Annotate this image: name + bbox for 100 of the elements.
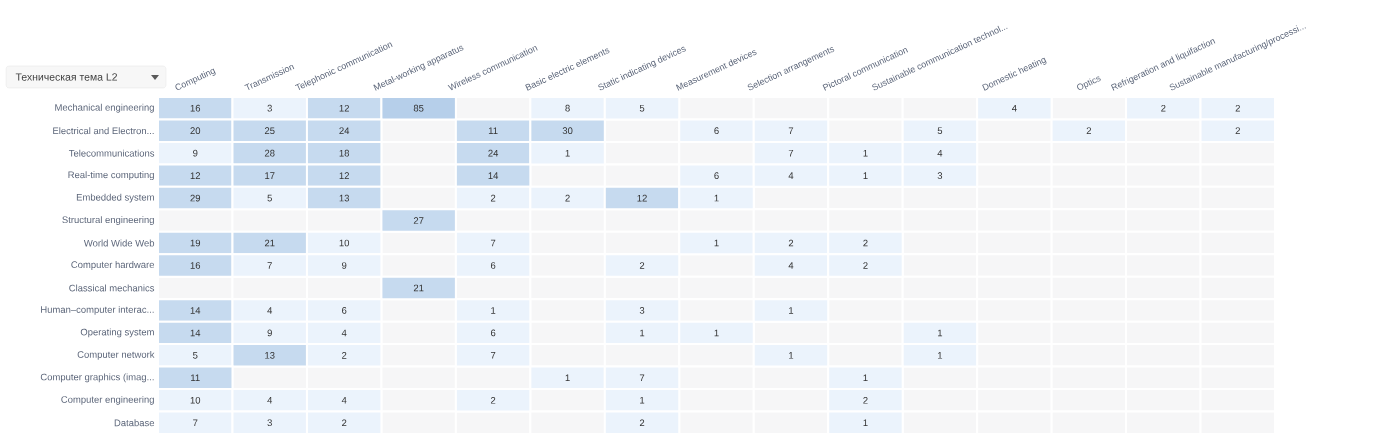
data-label: 1 bbox=[640, 329, 645, 337]
data-label: 9 bbox=[341, 262, 347, 269]
data-label: 1 bbox=[863, 149, 868, 157]
data-label: 3 bbox=[267, 104, 272, 112]
data-label: 1 bbox=[565, 149, 570, 157]
data-label: 28 bbox=[264, 149, 275, 157]
data-label: 1 bbox=[863, 374, 868, 382]
data-label: 2 bbox=[490, 396, 496, 404]
data-label: 29 bbox=[190, 194, 201, 202]
data-label: 1 bbox=[863, 172, 868, 179]
data-label: 7 bbox=[788, 149, 794, 157]
data-label: 21 bbox=[413, 284, 424, 292]
data-label: 4 bbox=[937, 149, 943, 157]
y-tick-label: Telecommunications bbox=[68, 149, 155, 157]
x-tick-label: Optics bbox=[1077, 76, 1101, 90]
data-label: 6 bbox=[490, 329, 496, 337]
y-tick-label: Human–computer interac... bbox=[41, 306, 154, 315]
y-tick-label: World Wide Web bbox=[83, 239, 155, 247]
data-label: 85 bbox=[413, 104, 424, 112]
data-label: 27 bbox=[413, 217, 424, 224]
data-label: 10 bbox=[339, 239, 350, 247]
data-label: 21 bbox=[264, 239, 275, 247]
data-label: 1 bbox=[640, 397, 645, 404]
data-label: 2 bbox=[863, 262, 868, 269]
y-tick-label: Computer graphics (imag... bbox=[40, 373, 154, 383]
data-label: 5 bbox=[639, 104, 645, 112]
data-label: 2 bbox=[1235, 127, 1240, 134]
data-label: 6 bbox=[714, 172, 719, 179]
data-label: 1 bbox=[714, 239, 719, 247]
data-label: 14 bbox=[488, 172, 499, 179]
data-label: 7 bbox=[490, 239, 496, 247]
y-tick-label: Real-time computing bbox=[68, 171, 154, 181]
data-label: 16 bbox=[190, 104, 201, 112]
data-label: 12 bbox=[190, 172, 201, 179]
data-label: 7 bbox=[267, 262, 272, 269]
data-label: 4 bbox=[788, 262, 794, 269]
data-label: 7 bbox=[788, 127, 794, 134]
data-label: 11 bbox=[488, 127, 498, 134]
data-label: 1 bbox=[938, 329, 943, 337]
data-label: 2 bbox=[639, 262, 645, 269]
data-label: 7 bbox=[639, 374, 645, 382]
data-label: 4 bbox=[1011, 104, 1017, 112]
data-label: 5 bbox=[937, 127, 943, 134]
y-tick-label: Classical mechanics bbox=[69, 284, 155, 292]
data-label: 4 bbox=[267, 307, 273, 314]
data-label: 2 bbox=[863, 239, 868, 247]
data-label: 7 bbox=[193, 419, 198, 427]
data-label: 2 bbox=[1161, 104, 1166, 112]
data-label: 1 bbox=[565, 374, 570, 382]
data-label: 4 bbox=[341, 397, 347, 404]
y-tick-label: Computer hardware bbox=[71, 261, 155, 270]
y-tick-label: Mechanical engineering bbox=[55, 103, 154, 113]
data-label: 1 bbox=[938, 352, 943, 359]
data-label: 12 bbox=[339, 104, 349, 112]
data-label: 3 bbox=[639, 307, 645, 314]
data-label: 4 bbox=[267, 397, 273, 404]
data-label: 11 bbox=[191, 374, 200, 382]
y-tick-label: Computer engineering bbox=[61, 395, 154, 405]
data-label: 12 bbox=[339, 172, 349, 179]
data-label: 1 bbox=[789, 307, 794, 314]
data-label: 6 bbox=[490, 262, 496, 269]
data-label: 5 bbox=[192, 352, 198, 359]
data-label: 3 bbox=[937, 172, 943, 179]
data-label: 18 bbox=[339, 149, 350, 157]
y-tick-label: Database bbox=[114, 419, 155, 427]
data-label: 5 bbox=[267, 194, 272, 202]
data-label: 13 bbox=[265, 352, 275, 359]
data-label: 2 bbox=[1235, 104, 1240, 112]
data-label: 19 bbox=[190, 239, 201, 247]
data-label: 1 bbox=[714, 329, 719, 337]
data-label: 2 bbox=[863, 396, 868, 404]
data-label: 24 bbox=[488, 149, 499, 157]
y-tick-label: Structural engineering bbox=[62, 216, 154, 225]
data-label: 20 bbox=[190, 127, 201, 135]
y-tick-label: Computer network bbox=[77, 350, 155, 360]
data-label: 6 bbox=[714, 127, 719, 135]
data-label: 2 bbox=[639, 419, 645, 427]
data-label: 1 bbox=[491, 307, 496, 314]
data-label: 2 bbox=[788, 239, 794, 247]
data-label: 14 bbox=[190, 329, 201, 337]
data-label: 24 bbox=[339, 127, 350, 134]
data-label: 14 bbox=[190, 307, 201, 314]
data-label: 2 bbox=[1086, 127, 1092, 134]
data-label: 25 bbox=[264, 127, 275, 135]
data-label: 16 bbox=[190, 262, 201, 269]
data-label: 3 bbox=[267, 419, 272, 427]
data-label: 9 bbox=[267, 329, 272, 337]
data-label: 1 bbox=[863, 419, 868, 427]
data-label: 7 bbox=[490, 352, 496, 359]
data-label: 12 bbox=[637, 194, 647, 202]
data-label: 4 bbox=[788, 172, 794, 179]
data-label: 2 bbox=[342, 419, 347, 427]
y-tick-label: Electrical and Electron... bbox=[53, 127, 154, 135]
data-label: 2 bbox=[565, 194, 570, 202]
data-label: 1 bbox=[714, 194, 719, 202]
data-label: 2 bbox=[490, 194, 496, 202]
data-label: 17 bbox=[265, 172, 275, 179]
data-label: 30 bbox=[562, 127, 573, 135]
data-label: 9 bbox=[193, 149, 198, 157]
y-tick-label: Operating system bbox=[80, 328, 154, 338]
